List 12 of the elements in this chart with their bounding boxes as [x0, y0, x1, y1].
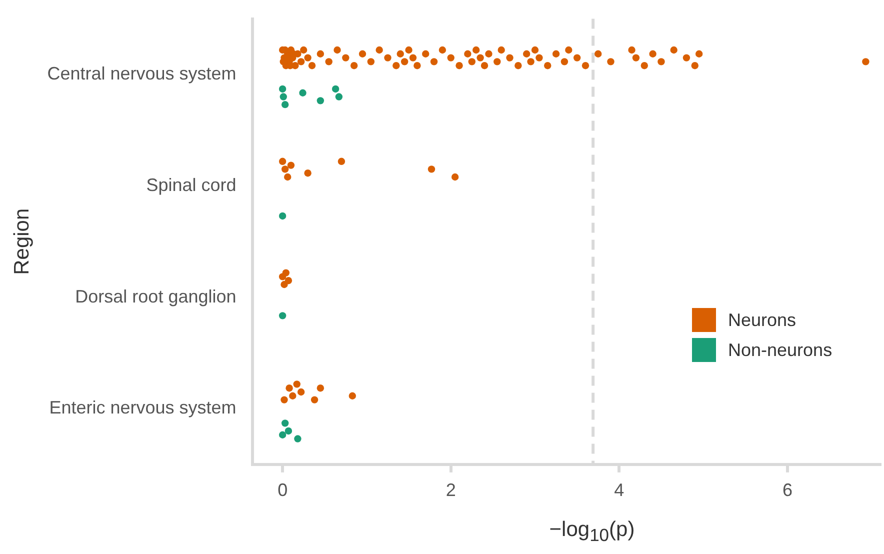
- y-tick-label: Spinal cord: [146, 174, 236, 195]
- legend-label: Neurons: [728, 310, 796, 330]
- x-tick-label: 4: [614, 480, 624, 500]
- x-tick-label: 0: [278, 480, 288, 500]
- x-tick-label: 6: [782, 480, 792, 500]
- x-axis-title: −log$_{10}$(p): [548, 518, 636, 546]
- legend-label: Non-neurons: [728, 340, 832, 360]
- y-tick-label: Dorsal root ganglion: [75, 286, 236, 306]
- y-tick-label: Enteric nervous system: [49, 398, 236, 418]
- x-tick-label: 2: [446, 480, 456, 500]
- y-tick-label: Central nervous system: [47, 63, 236, 84]
- y-axis-title: Region: [10, 208, 34, 275]
